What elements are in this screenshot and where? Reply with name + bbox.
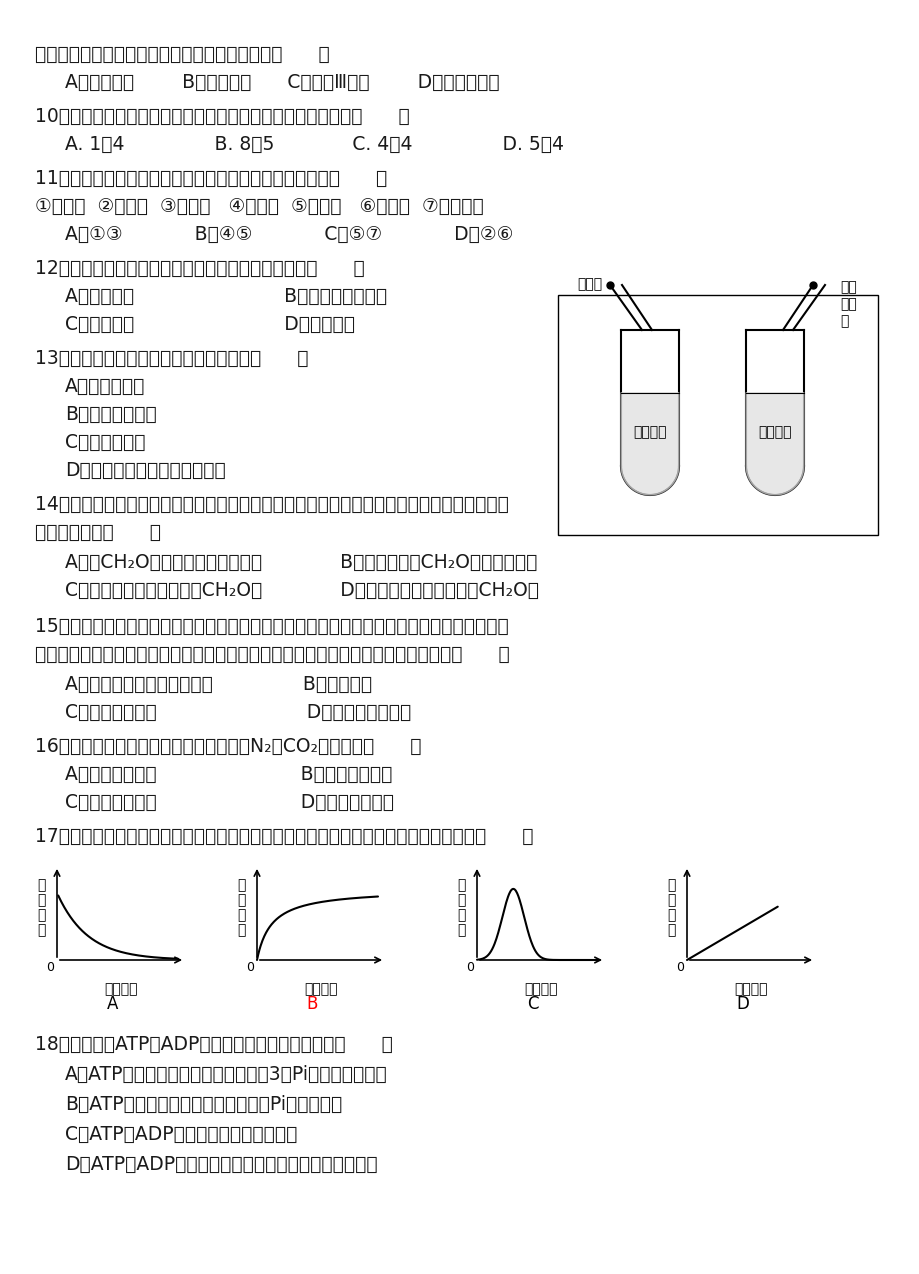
Polygon shape — [745, 392, 803, 496]
Polygon shape — [620, 392, 678, 496]
Text: 10．豌豆的遗传物质中含有核苷酸的种类及硷基的种类分别是（      ）: 10．豌豆的遗传物质中含有核苷酸的种类及硷基的种类分别是（ ） — [35, 107, 409, 126]
Text: 速: 速 — [236, 908, 245, 922]
Text: 应: 应 — [666, 893, 675, 907]
Text: 应: 应 — [457, 893, 465, 907]
Text: 12．白细胞能够吞噬绿脓杆菌，与这一现象有关的是（      ）: 12．白细胞能够吞噬绿脓杆菌，与这一现象有关的是（ ） — [35, 259, 364, 278]
Text: D．试管中的过氧化氢溶液的量: D．试管中的过氧化氢溶液的量 — [65, 461, 225, 480]
Text: A．（CH₂O）、丙酮酸、二氧化碳             B．丙酮酸、（CH₂O）、二氧化碳: A．（CH₂O）、丙酮酸、二氧化碳 B．丙酮酸、（CH₂O）、二氧化碳 — [65, 553, 537, 572]
Text: 13．在右图所示的实验中属于自变量的是（      ）: 13．在右图所示的实验中属于自变量的是（ ） — [35, 349, 308, 368]
Text: B: B — [306, 995, 318, 1013]
Text: C．二氧化碳、丙酮酸、（CH₂O）             D．丙酮酸、二氧化碳、（CH₂O）: C．二氧化碳、丙酮酸、（CH₂O） D．丙酮酸、二氧化碳、（CH₂O） — [65, 581, 539, 600]
Text: 过氧
化氢
酶: 过氧 化氢 酶 — [839, 280, 856, 329]
Text: 0: 0 — [466, 961, 473, 975]
Text: A．抑制无氧呼吸                        B．促进无氧呼吸: A．抑制无氧呼吸 B．促进无氧呼吸 — [65, 764, 391, 784]
Text: 率: 率 — [37, 922, 45, 936]
Text: A: A — [107, 995, 118, 1013]
Text: 反: 反 — [236, 878, 245, 892]
Text: 应: 应 — [37, 893, 45, 907]
Text: C: C — [527, 995, 538, 1013]
Text: C．ATP和ADP的相互转化都需要酶参加: C．ATP和ADP的相互转化都需要酶参加 — [65, 1125, 297, 1144]
Text: 14．在正常情况下，水稻叶肉细胞的细胞质基质、线粒体基质和叶绿体基质中，产生的主要代: 14．在正常情况下，水稻叶肉细胞的细胞质基质、线粒体基质和叶绿体基质中，产生的主… — [35, 496, 508, 513]
Text: A．ATP在酶的作用下，可以连续脱下3个Pi，释放大量能量: A．ATP在酶的作用下，可以连续脱下3个Pi，释放大量能量 — [65, 1065, 387, 1084]
Text: 18．下面有关ATP和ADP的描述中，哪一项是正确的（      ）: 18．下面有关ATP和ADP的描述中，哪一项是正确的（ ） — [35, 1034, 392, 1054]
Text: A．主动运输                         B．细胞膜的流动性: A．主动运输 B．细胞膜的流动性 — [65, 287, 387, 306]
Text: 15．在处理污水时，人们设计出一种膜结构，它可以将有毒的重金属离子阻挡在膜的一侧，用: 15．在处理污水时，人们设计出一种膜结构，它可以将有毒的重金属离子阻挡在膜的一侧… — [35, 617, 508, 636]
Text: 率: 率 — [236, 922, 245, 936]
Text: C．自由扩散功能                         D．选择透过性功能: C．自由扩散功能 D．选择透过性功能 — [65, 703, 411, 722]
Text: C．抑制有氧呼吸                        D．促进有氧呼吸: C．抑制有氧呼吸 D．促进有氧呼吸 — [65, 792, 393, 812]
Text: 反: 反 — [666, 878, 675, 892]
Text: 反: 反 — [457, 878, 465, 892]
Text: 者饮用时，应该选择下列哪种试剂进行实验鉴定（      ）: 者饮用时，应该选择下列哪种试剂进行实验鉴定（ ） — [35, 45, 329, 64]
Text: C．自由扩散                         D．协助扩散: C．自由扩散 D．协助扩散 — [65, 315, 355, 334]
Text: B．ATP在酶的作用下，可以加上一个Pi，储存能量: B．ATP在酶的作用下，可以加上一个Pi，储存能量 — [65, 1094, 342, 1113]
Text: A. 1、4               B. 8、5             C. 4、4               D. 5、4: A. 1、4 B. 8、5 C. 4、4 D. 5、4 — [65, 135, 563, 154]
Text: 速: 速 — [666, 908, 675, 922]
Text: 底物浓度: 底物浓度 — [104, 982, 138, 996]
Text: A．①③            B．④⑤            C．⑤⑦            D．②⑥: A．①③ B．④⑤ C．⑤⑦ D．②⑥ — [65, 225, 513, 245]
Text: 0: 0 — [675, 961, 683, 975]
Text: 底物浓度: 底物浓度 — [733, 982, 767, 996]
Text: D: D — [735, 995, 748, 1013]
Text: 谢产物分别是（      ）: 谢产物分别是（ ） — [35, 524, 161, 541]
Text: 反: 反 — [37, 878, 45, 892]
Text: ①线粒体  ②核糖体  ③叶绿体   ④细胞核  ⑤内质网   ⑥中心体  ⑦高尔基体: ①线粒体 ②核糖体 ③叶绿体 ④细胞核 ⑤内质网 ⑥中心体 ⑦高尔基体 — [35, 197, 483, 217]
Text: 16．为延长水果仓贮时间，向贮仓中加入N₂和CO₂的目的是（      ）: 16．为延长水果仓贮时间，向贮仓中加入N₂和CO₂的目的是（ ） — [35, 736, 421, 755]
Text: 速: 速 — [457, 908, 465, 922]
Text: 率: 率 — [666, 922, 675, 936]
Text: D．ATP与ADP的相互转化反应中物质和能量都是可逆的: D．ATP与ADP的相互转化反应中物质和能量都是可逆的 — [65, 1156, 377, 1175]
Text: B．环境温度不同: B．环境温度不同 — [65, 405, 156, 424]
Text: 0: 0 — [46, 961, 54, 975]
Text: 这种膜对水进行过滤，可以降低有毒重金属离子对水的污染。这是试图模拟生物膜的（      ）: 这种膜对水进行过滤，可以降低有毒重金属离子对水的污染。这是试图模拟生物膜的（ ） — [35, 645, 509, 664]
Text: A．将物质阻隔在膜外的功能               B．流动功能: A．将物质阻隔在膜外的功能 B．流动功能 — [65, 675, 371, 694]
Text: 过氧化氢: 过氧化氢 — [632, 426, 666, 440]
Text: 过氧化氢: 过氧化氢 — [757, 426, 791, 440]
Text: A．重馓酸锇        B．斑林试剂      C．苏丹Ⅲ试剂        D．双缩脲试剂: A．重馓酸锇 B．斑林试剂 C．苏丹Ⅲ试剂 D．双缩脲试剂 — [65, 73, 499, 92]
Text: 17．如果酶的数量一定，下列哪个图示最确切地反映了反应速率与底物浓度的数量关系（      ）: 17．如果酶的数量一定，下列哪个图示最确切地反映了反应速率与底物浓度的数量关系（… — [35, 827, 533, 846]
Text: 底物浓度: 底物浓度 — [304, 982, 337, 996]
Text: 率: 率 — [457, 922, 465, 936]
Text: 11．在下列结构中，其成分不含磷脂分子的一组细胞器是（      ）: 11．在下列结构中，其成分不含磷脂分子的一组细胞器是（ ） — [35, 169, 387, 189]
Text: 0: 0 — [245, 961, 254, 975]
Text: 应: 应 — [236, 893, 245, 907]
Text: C．试管的大小: C．试管的大小 — [65, 433, 145, 452]
Text: 底物浓度: 底物浓度 — [524, 982, 557, 996]
Text: A．如化剂不同: A．如化剂不同 — [65, 377, 145, 396]
Text: 速: 速 — [37, 908, 45, 922]
Bar — [558, 296, 877, 535]
Text: 氧化鲁: 氧化鲁 — [577, 276, 602, 290]
